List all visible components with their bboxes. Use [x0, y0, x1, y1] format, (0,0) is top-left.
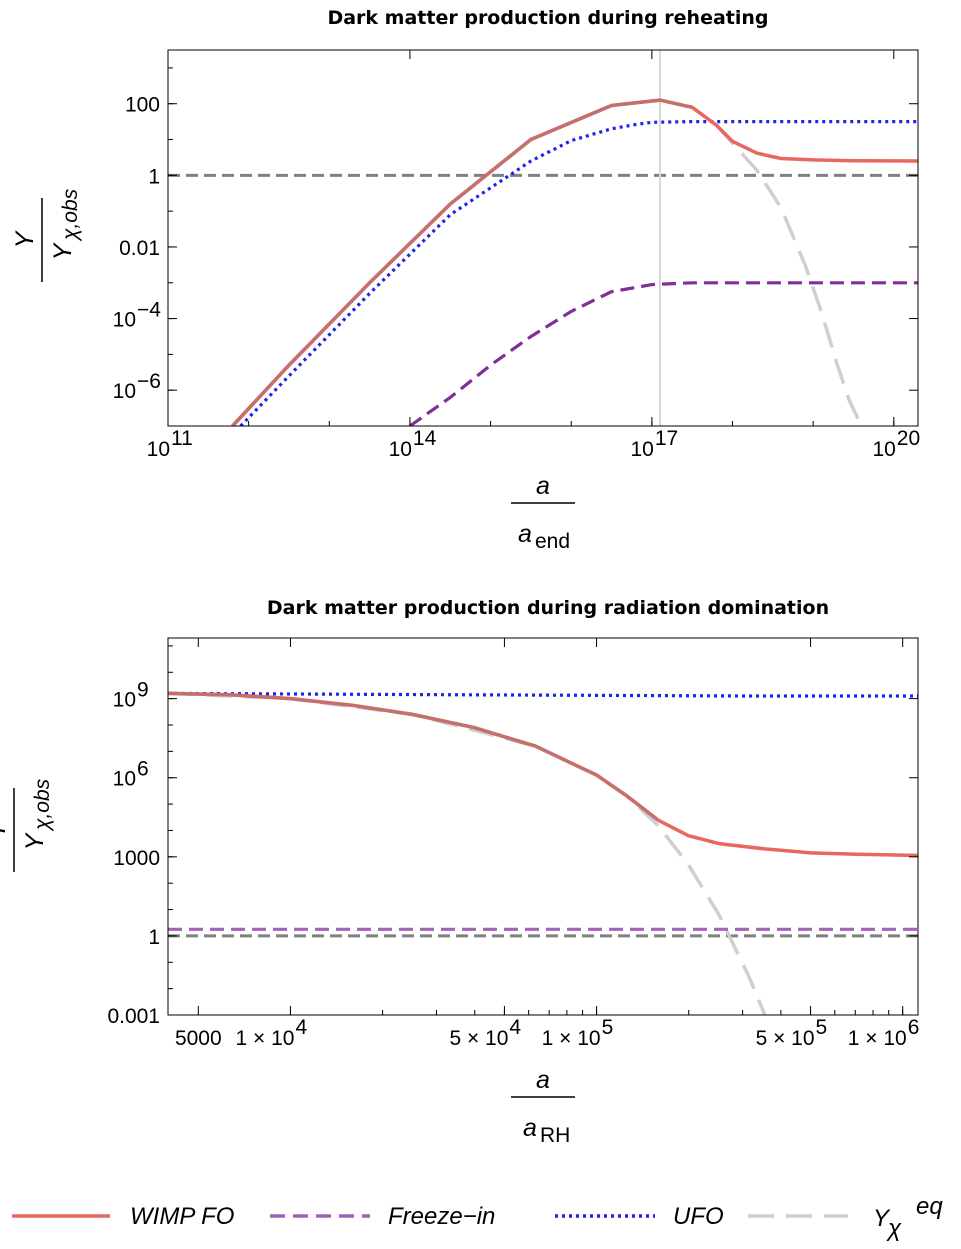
top-series-equilibrium	[715, 124, 864, 426]
top-y-label-sub: χ,obs	[59, 188, 82, 242]
top-x-tick-base: 10	[389, 438, 412, 461]
bottom-series-wimp-fo	[168, 691, 918, 858]
bottom-x-tick-exponent: 5	[602, 1016, 614, 1039]
top-series-group	[231, 98, 918, 426]
legend-label-freeze-in: Freeze−in	[388, 1203, 495, 1230]
top-series-ufo	[239, 119, 918, 426]
bottom-series-equilibrium	[168, 691, 767, 1015]
top-chart: Dark matter production during reheating …	[11, 7, 920, 553]
bottom-y-label-sub: χ,obs	[31, 778, 54, 832]
top-y-label-den: Y	[49, 241, 77, 260]
legend-label-equilibrium: Y	[873, 1205, 891, 1232]
bottom-y-axis-label: Y Y χ,obs	[0, 778, 54, 872]
bottom-chart: Dark matter production during radiation …	[0, 597, 919, 1147]
bottom-x-tick-exponent: 5	[816, 1016, 828, 1039]
top-x-axis-label: a a end	[511, 472, 575, 553]
legend-item-freeze-in: Freeze−in	[270, 1203, 495, 1230]
bottom-y-tick-exponent: 6	[137, 758, 149, 781]
bottom-y-tick-label: 1000	[113, 847, 160, 870]
bottom-series-group	[168, 691, 918, 1015]
top-x-tick-base: 10	[631, 438, 654, 461]
top-x-tick-exponent: 17	[655, 427, 678, 450]
top-x-label-num: a	[536, 472, 550, 500]
top-y-axis-label: Y Y χ,obs	[11, 188, 82, 282]
bottom-x-label-num: a	[536, 1066, 550, 1094]
bottom-y-label-den: Y	[21, 831, 49, 850]
bottom-x-tick-label: 5 × 10	[756, 1027, 815, 1050]
top-y-tick-label: 100	[125, 94, 160, 117]
bottom-y-tick-base: 10	[113, 689, 136, 712]
legend-label-ufo: UFO	[673, 1203, 724, 1230]
top-x-label-den: a	[518, 520, 532, 548]
bottom-plot-frame	[167, 637, 919, 1016]
bottom-series-wimp-eq-overlap	[168, 691, 659, 822]
legend-item-equilibrium: Y χ eq	[748, 1193, 943, 1242]
bottom-x-tick-exponent: 4	[295, 1016, 307, 1039]
top-y-tick-label: 1	[148, 165, 160, 188]
top-y-tick-exponent: −6	[137, 370, 161, 393]
legend-label-equilibrium-sub: χ	[886, 1215, 902, 1242]
top-y-label-num: Y	[11, 229, 39, 248]
top-plot-frame	[167, 49, 919, 427]
legend-label-equilibrium-sup: eq	[916, 1193, 943, 1220]
bottom-y-tick-exponent: 9	[137, 679, 149, 702]
legend-item-wimp: WIMP FO	[12, 1203, 234, 1230]
top-series-wimp-fo	[231, 98, 918, 426]
bottom-chart-title: Dark matter production during radiation …	[267, 597, 829, 619]
top-y-tick-base: 10	[113, 309, 136, 332]
top-x-tick-exponent: 11	[171, 427, 193, 450]
top-series-freeze-in	[408, 281, 918, 426]
top-x-label-sub: end	[535, 530, 570, 553]
bottom-series-ufo	[168, 691, 918, 698]
bottom-y-tick-label: 0.001	[107, 1005, 160, 1028]
top-reference-lines	[168, 50, 918, 426]
bottom-x-axis-label: a a RH	[511, 1066, 575, 1147]
bottom-x-label-sub: RH	[540, 1124, 570, 1147]
bottom-x-tick-label: 5 × 10	[449, 1027, 508, 1050]
bottom-x-tick-exponent: 4	[509, 1016, 521, 1039]
bottom-x-tick-label: 1 × 10	[235, 1027, 294, 1050]
legend: WIMP FO Freeze−in UFO Y χ eq	[12, 1193, 943, 1242]
legend-label-wimp: WIMP FO	[130, 1203, 234, 1230]
top-x-tick-exponent: 20	[897, 427, 920, 450]
bottom-x-tick-label: 1 × 10	[848, 1027, 907, 1050]
bottom-y-tick-label: 1	[148, 926, 160, 949]
bottom-y-label-num: Y	[0, 819, 11, 838]
top-x-tick-exponent: 14	[413, 427, 437, 450]
top-y-tick-exponent: −4	[137, 299, 161, 322]
bottom-x-label-den: a	[523, 1114, 537, 1142]
top-x-tick-base: 10	[872, 438, 895, 461]
top-y-tick-label: 0.01	[119, 237, 160, 260]
top-y-tick-base: 10	[113, 380, 136, 403]
legend-item-ufo: UFO	[555, 1203, 724, 1230]
bottom-y-tick-base: 10	[113, 768, 136, 791]
bottom-x-tick-label: 1 × 10	[542, 1027, 601, 1050]
top-x-tick-base: 10	[147, 438, 170, 461]
bottom-x-tick-exponent: 6	[908, 1016, 920, 1039]
top-series-wimp-eq-overlap	[231, 98, 693, 426]
top-chart-title: Dark matter production during reheating	[327, 7, 768, 29]
bottom-x-tick-label: 5000	[175, 1027, 222, 1050]
